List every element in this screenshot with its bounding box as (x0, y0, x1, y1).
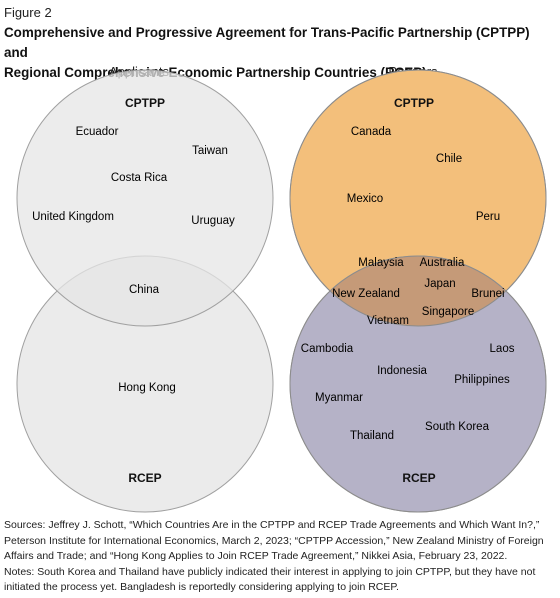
applicants-cptpp-label: CPTPP (125, 96, 165, 110)
partners-cptpp-outline (289, 69, 547, 327)
country-label: Vietnam (367, 315, 409, 327)
country-label: China (129, 284, 160, 296)
country-label: Australia (420, 257, 465, 269)
country-label: Japan (424, 278, 455, 290)
country-label: Myanmar (315, 392, 363, 404)
partners-rcep-outline (289, 255, 547, 513)
country-label: Hong Kong (118, 382, 176, 394)
country-label: Singapore (422, 306, 474, 318)
applicants-venn: Applicants CPTPP RCEP Ecuador Taiwan Cos… (16, 64, 274, 513)
applicants-cptpp-circle (16, 69, 274, 327)
country-label: Malaysia (358, 257, 404, 269)
country-label: Thailand (350, 430, 394, 442)
country-label: Taiwan (192, 145, 228, 157)
country-label: Costa Rica (111, 172, 168, 184)
country-label: Brunei (471, 288, 504, 300)
partners-cptpp-label: CPTPP (394, 96, 434, 110)
country-label: Ecuador (76, 126, 119, 138)
country-label: New Zealand (332, 288, 400, 300)
title-line-1: Comprehensive and Progressive Agreement … (4, 25, 530, 60)
venn-diagrams: Applicants CPTPP RCEP Ecuador Taiwan Cos… (16, 64, 547, 513)
country-label: Laos (490, 343, 515, 355)
country-label: Chile (436, 153, 462, 165)
partners-venn: Partners CPTPP RCEP Canada Chile Mexico … (289, 64, 547, 513)
partners-rcep-label: RCEP (402, 471, 435, 485)
applicants-rcep-label: RCEP (128, 471, 161, 485)
country-label: Canada (351, 126, 392, 138)
figure-label: Figure 2 (4, 5, 52, 20)
country-label: Mexico (347, 193, 383, 205)
country-label: Cambodia (301, 343, 354, 355)
country-label: Peru (476, 211, 500, 223)
figure-sources: Sources: Jeffrey J. Schott, “Which Count… (4, 518, 556, 596)
country-label: Uruguay (191, 215, 235, 227)
sources-text: Sources: Jeffrey J. Schott, “Which Count… (4, 519, 544, 562)
country-label: United Kingdom (32, 211, 114, 223)
country-label: Indonesia (377, 365, 427, 377)
notes-text: Notes: South Korea and Thailand have pub… (4, 565, 536, 594)
country-label: Philippines (454, 374, 510, 386)
country-label: South Korea (425, 421, 490, 433)
